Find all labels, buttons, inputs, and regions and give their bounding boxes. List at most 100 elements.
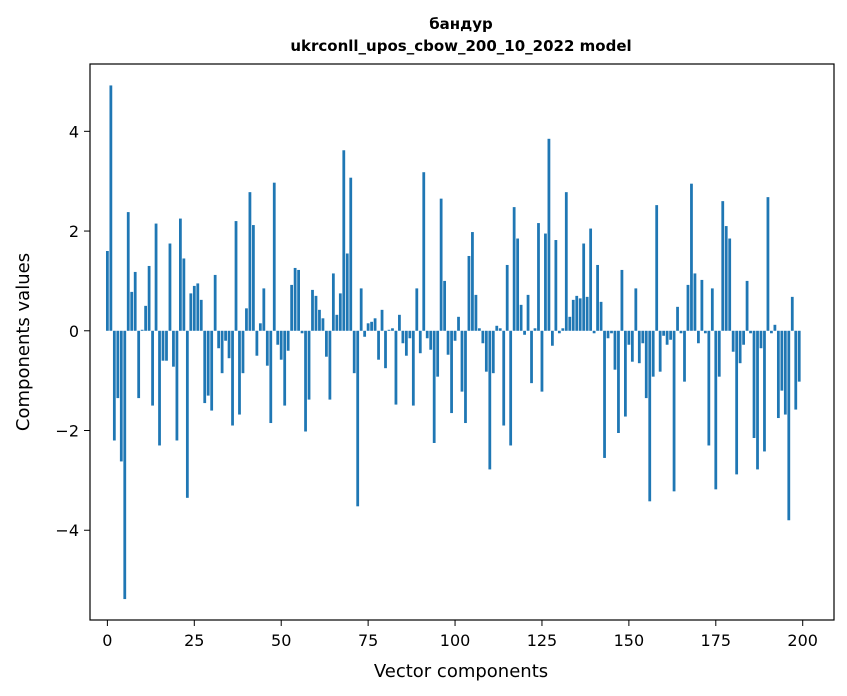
bar-31 <box>213 274 217 331</box>
bar-132 <box>564 192 568 331</box>
bar-16 <box>161 330 165 361</box>
bar-39 <box>241 330 245 374</box>
bar-167 <box>686 284 690 331</box>
bar-69 <box>345 253 349 331</box>
bar-47 <box>269 330 273 424</box>
bar-135 <box>575 295 579 331</box>
bar-153 <box>637 330 641 364</box>
bar-191 <box>770 330 773 334</box>
bar-93 <box>429 330 433 350</box>
bar-83 <box>394 330 398 405</box>
bar-86 <box>404 330 408 356</box>
bar-71 <box>352 330 356 374</box>
bar-12 <box>147 265 151 331</box>
bar-81 <box>387 329 391 331</box>
x-tick-label: 150 <box>614 631 645 650</box>
chart-subtitle: ukrconll_upos_cbow_200_10_2022 model <box>290 37 631 55</box>
bar-17 <box>165 330 168 361</box>
bar-23 <box>185 330 189 498</box>
bar-134 <box>571 299 575 331</box>
x-tick-label: 100 <box>440 631 471 650</box>
bar-121 <box>526 294 530 331</box>
bar-194 <box>780 330 784 391</box>
bar-104 <box>467 255 471 331</box>
bar-96 <box>439 198 443 331</box>
bar-100 <box>453 330 457 341</box>
bar-155 <box>644 330 648 399</box>
bar-54 <box>293 267 297 331</box>
bar-115 <box>505 264 509 331</box>
bar-97 <box>443 280 447 331</box>
bar-19 <box>172 330 175 367</box>
bar-141 <box>596 264 599 331</box>
bar-158 <box>655 205 659 331</box>
bar-197 <box>790 296 794 331</box>
bar-190 <box>766 197 770 331</box>
bar-154 <box>641 330 645 344</box>
bar-150 <box>627 330 631 345</box>
bar-73 <box>359 288 363 331</box>
bar-138 <box>585 296 589 331</box>
bar-111 <box>491 330 495 374</box>
bar-88 <box>411 330 415 406</box>
bar-52 <box>286 330 290 351</box>
bar-68 <box>342 150 346 331</box>
bar-46 <box>265 330 269 366</box>
bar-146 <box>613 330 617 370</box>
y-axis-ticks: −4 −2 0 2 4 <box>55 122 90 540</box>
bar-192 <box>773 324 777 331</box>
bar-152 <box>634 288 638 331</box>
bar-89 <box>415 288 419 331</box>
bar-110 <box>488 330 492 470</box>
bar-35 <box>227 330 231 359</box>
bar-166 <box>683 330 686 382</box>
bar-168 <box>690 183 693 331</box>
bar-65 <box>331 273 335 331</box>
bar-9 <box>137 330 141 399</box>
bar-198 <box>794 330 798 410</box>
bar-42 <box>252 225 255 331</box>
bar-128 <box>551 330 554 346</box>
bar-27 <box>199 299 203 331</box>
bar-34 <box>224 330 227 341</box>
x-tick-label: 0 <box>102 631 112 650</box>
bar-62 <box>321 318 325 331</box>
y-tick-label: 0 <box>69 322 79 341</box>
bar-45 <box>262 288 266 331</box>
bar-122 <box>530 330 533 384</box>
bar-90 <box>418 330 422 354</box>
bar-10 <box>140 329 144 331</box>
bar-196 <box>787 330 791 521</box>
bar-195 <box>783 330 787 415</box>
bar-123 <box>533 328 537 331</box>
bar-25 <box>192 285 196 331</box>
bar-38 <box>238 330 241 415</box>
bar-137 <box>582 243 586 331</box>
bar-24 <box>189 293 193 331</box>
bar-79 <box>380 309 384 331</box>
x-axis-label: Vector components <box>374 661 548 682</box>
bar-133 <box>568 316 572 331</box>
bar-67 <box>338 293 342 331</box>
bar-14 <box>154 223 158 331</box>
bar-87 <box>408 330 412 339</box>
bar-7 <box>130 291 134 331</box>
bar-179 <box>728 238 732 331</box>
bar-74 <box>363 330 367 337</box>
bar-3 <box>116 330 120 399</box>
bar-36 <box>231 330 234 426</box>
bar-28 <box>203 330 207 404</box>
bars-group <box>105 85 801 600</box>
bar-106 <box>474 294 478 331</box>
bar-66 <box>335 314 339 331</box>
bar-32 <box>217 330 221 349</box>
bar-15 <box>158 330 161 446</box>
bar-64 <box>328 330 332 400</box>
bar-182 <box>738 330 742 364</box>
bar-105 <box>471 232 474 331</box>
bar-183 <box>742 330 745 345</box>
bar-136 <box>578 298 582 331</box>
bar-184 <box>745 280 749 331</box>
bar-82 <box>391 328 394 331</box>
bar-103 <box>464 330 467 424</box>
